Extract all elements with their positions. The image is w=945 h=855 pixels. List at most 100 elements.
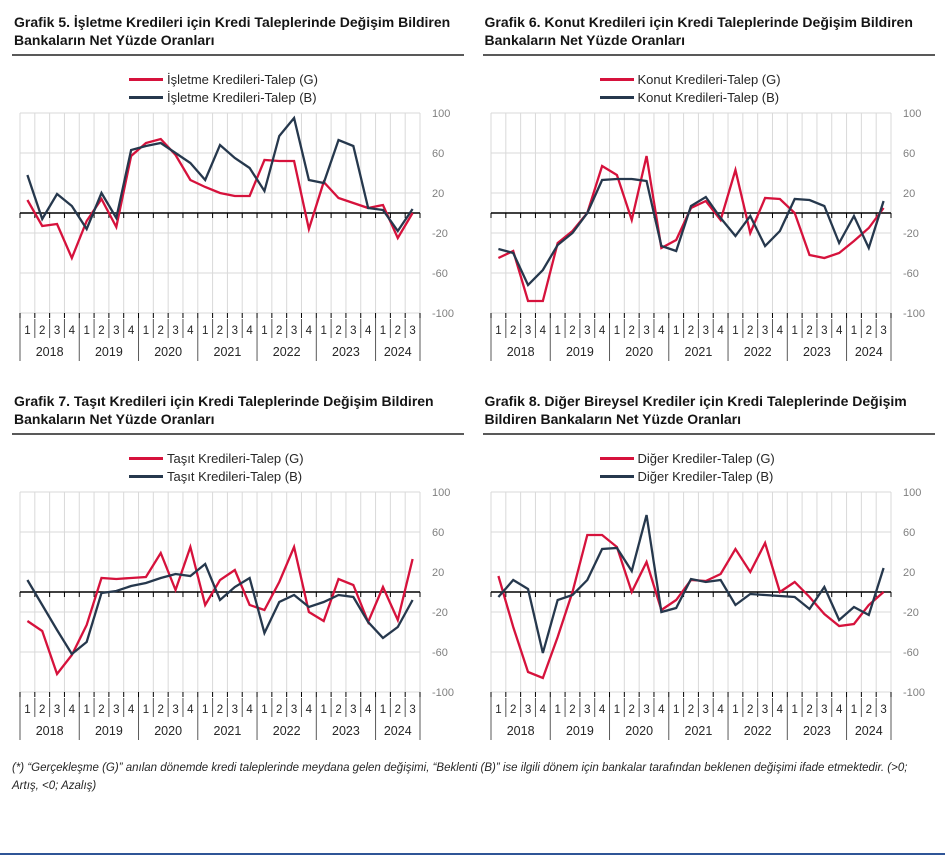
svg-text:3: 3: [880, 704, 886, 716]
svg-text:-20: -20: [903, 607, 919, 619]
svg-text:1: 1: [554, 704, 560, 716]
svg-text:4: 4: [776, 704, 783, 716]
svg-text:100: 100: [432, 487, 450, 499]
svg-text:1: 1: [83, 325, 89, 337]
svg-text:2024: 2024: [384, 345, 412, 359]
svg-text:2022: 2022: [743, 345, 771, 359]
svg-text:2: 2: [276, 704, 282, 716]
svg-text:4: 4: [306, 704, 313, 716]
svg-text:2022: 2022: [273, 724, 301, 738]
svg-text:-100: -100: [432, 687, 454, 699]
svg-text:2: 2: [569, 704, 575, 716]
legend-label-g: İşletme Kredileri-Talep (G): [167, 72, 318, 87]
svg-text:4: 4: [598, 704, 605, 716]
svg-text:2: 2: [39, 704, 45, 716]
svg-text:1: 1: [83, 704, 89, 716]
chart-legend: Diğer Krediler-Talep (G) Diğer Krediler-…: [483, 451, 935, 484]
svg-text:2024: 2024: [854, 724, 882, 738]
svg-text:1: 1: [202, 704, 208, 716]
svg-text:3: 3: [172, 704, 178, 716]
svg-text:3: 3: [409, 325, 415, 337]
svg-text:2020: 2020: [625, 345, 653, 359]
legend-item-g: İşletme Kredileri-Talep (G): [129, 72, 347, 87]
y-tick-labels: 100 60 20 -20 -60 -100: [432, 108, 454, 320]
series-line-g: [26, 542, 414, 677]
svg-text:-100: -100: [432, 308, 454, 320]
svg-text:1: 1: [380, 325, 386, 337]
legend-item-g: Taşıt Kredileri-Talep (G): [129, 451, 347, 466]
svg-text:4: 4: [306, 325, 313, 337]
svg-text:1: 1: [24, 704, 30, 716]
chart-title: Grafik 5. İşletme Kredileri için Kredi T…: [12, 12, 464, 56]
svg-text:3: 3: [350, 325, 356, 337]
svg-text:3: 3: [172, 325, 178, 337]
svg-text:2018: 2018: [506, 345, 534, 359]
svg-text:3: 3: [113, 325, 119, 337]
svg-text:1: 1: [321, 704, 327, 716]
svg-text:2: 2: [510, 325, 516, 337]
chart-title: Grafik 6. Konut Kredileri için Kredi Tal…: [482, 12, 935, 56]
svg-text:2020: 2020: [154, 345, 182, 359]
chart-legend: İşletme Kredileri-Talep (G) İşletme Kred…: [12, 72, 464, 105]
svg-text:2: 2: [747, 325, 753, 337]
svg-text:-20: -20: [432, 228, 448, 240]
legend-line-red-icon: [599, 78, 634, 81]
svg-text:60: 60: [903, 527, 915, 539]
legend-line-red-icon: [129, 78, 163, 81]
legend-line-navy-icon: [129, 475, 163, 478]
svg-text:3: 3: [409, 704, 415, 716]
svg-text:1: 1: [672, 704, 678, 716]
svg-text:3: 3: [821, 704, 827, 716]
svg-text:3: 3: [880, 325, 886, 337]
svg-text:2020: 2020: [154, 724, 182, 738]
svg-text:4: 4: [598, 325, 605, 337]
svg-text:60: 60: [903, 148, 915, 160]
svg-text:1: 1: [321, 325, 327, 337]
chart-panel-grafik7: Grafik 7. Taşıt Kredileri için Kredi Tal…: [12, 391, 464, 744]
svg-text:4: 4: [246, 704, 253, 716]
gridlines: [19, 491, 421, 693]
svg-text:2024: 2024: [384, 724, 412, 738]
legend-label-b: Diğer Krediler-Talep (B): [637, 469, 774, 484]
svg-text:1: 1: [554, 325, 560, 337]
zero-axis: [19, 212, 421, 318]
svg-text:100: 100: [903, 487, 921, 499]
svg-text:2022: 2022: [743, 724, 771, 738]
legend-line-navy-icon: [599, 96, 634, 99]
legend-label-b: Konut Kredileri-Talep (B): [637, 90, 780, 105]
svg-text:1: 1: [613, 325, 619, 337]
svg-text:2: 2: [98, 704, 104, 716]
svg-text:100: 100: [903, 108, 921, 120]
svg-text:2: 2: [98, 325, 104, 337]
svg-text:3: 3: [643, 704, 649, 716]
svg-text:3: 3: [702, 325, 708, 337]
legend-label-b: İşletme Kredileri-Talep (B): [167, 90, 317, 105]
svg-text:3: 3: [702, 704, 708, 716]
svg-text:2019: 2019: [565, 345, 593, 359]
svg-text:-60: -60: [903, 268, 919, 280]
legend-line-red-icon: [599, 457, 634, 460]
svg-text:4: 4: [365, 325, 372, 337]
svg-text:1: 1: [24, 325, 30, 337]
svg-text:2: 2: [395, 325, 401, 337]
svg-text:2: 2: [335, 704, 341, 716]
series-line-g: [497, 155, 885, 303]
charts-grid: Grafik 5. İşletme Kredileri için Kredi T…: [12, 12, 935, 744]
legend-item-b: Diğer Krediler-Talep (B): [599, 469, 818, 484]
svg-text:4: 4: [717, 704, 724, 716]
svg-text:1: 1: [143, 325, 149, 337]
svg-text:1: 1: [495, 325, 501, 337]
svg-text:4: 4: [539, 325, 546, 337]
svg-text:3: 3: [54, 325, 60, 337]
svg-text:1: 1: [791, 704, 797, 716]
svg-text:2021: 2021: [214, 724, 242, 738]
svg-text:2: 2: [395, 704, 401, 716]
svg-text:1: 1: [495, 704, 501, 716]
svg-text:3: 3: [584, 325, 590, 337]
